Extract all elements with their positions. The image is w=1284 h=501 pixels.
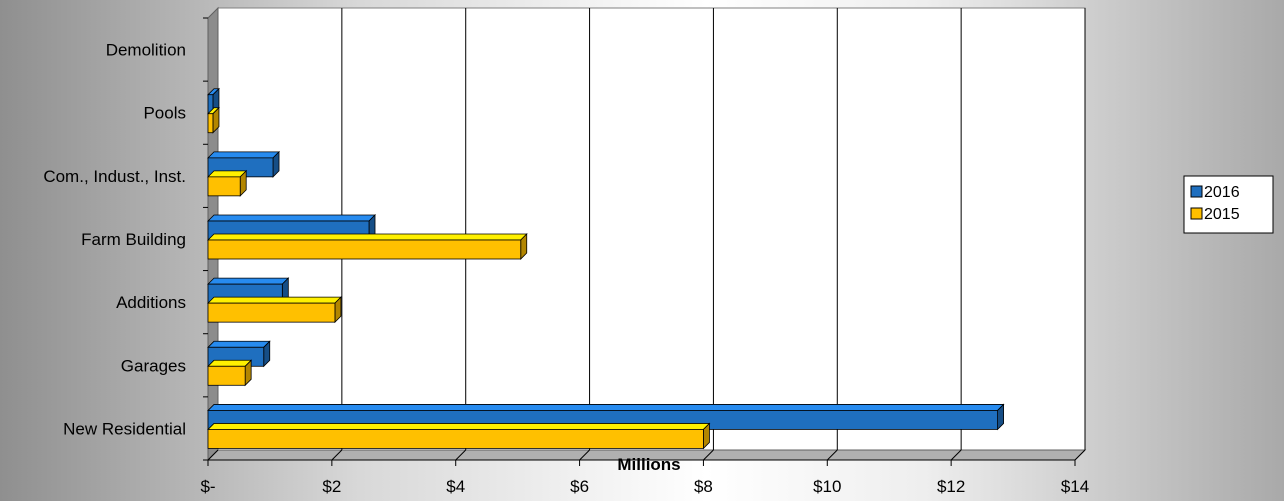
floor-gridline [331, 449, 343, 461]
bar-top-face [207, 170, 248, 178]
bar-2015-farm-building [207, 233, 528, 260]
bar-front-face [207, 365, 246, 386]
bar-2015-additions [207, 296, 342, 324]
bar-top-face [207, 277, 290, 285]
category-label: Additions [116, 293, 186, 312]
bar-top-face [207, 359, 253, 367]
floor-gridline [826, 449, 838, 461]
category-label: Demolition [106, 41, 186, 60]
floor-gridline [703, 449, 714, 461]
floor-gridline [579, 449, 590, 461]
bar-front-face [207, 176, 241, 197]
floor-gridline [455, 449, 467, 461]
category-label: Pools [143, 104, 186, 123]
bar-front-face [207, 429, 704, 449]
category-label: New Residential [63, 419, 186, 438]
x-axis-title: Millions [617, 455, 680, 474]
legend-label: 2016 [1204, 184, 1240, 201]
x-tick-label: $8 [694, 477, 713, 496]
x-tick-label: $2 [322, 477, 341, 496]
legend-swatch [1190, 207, 1203, 220]
bar-top-face [207, 233, 528, 241]
x-tick-label: $6 [570, 477, 589, 496]
bar-top-face [207, 404, 1005, 411]
x-tick-label: $14 [1061, 477, 1089, 496]
legend-label: 2015 [1204, 206, 1240, 223]
category-label: Farm Building [81, 230, 186, 249]
bar-top-face [207, 423, 711, 430]
bar-2015-com-indust-inst [207, 169, 248, 197]
bar-2015-new-residential [207, 422, 711, 450]
bars [207, 87, 1005, 450]
bar-2015-garages [207, 359, 253, 387]
floor-gridline [1074, 449, 1086, 461]
bar-front-face [207, 239, 522, 260]
bar-2015-pools [207, 106, 220, 134]
bar-top-face [207, 296, 342, 304]
bar-front-face [207, 302, 336, 323]
x-tick-label: $- [200, 477, 215, 496]
legend-swatch [1190, 185, 1203, 198]
bar-front-face [207, 113, 214, 134]
x-tick-label: $4 [446, 477, 465, 496]
category-labels: Demolition Pools Com., Indust., Inst. Farm … [43, 41, 186, 439]
bar-top-face [207, 340, 271, 348]
x-tick-label: $12 [937, 477, 965, 496]
floor-gridline [207, 449, 219, 461]
legend: 2016 2015 [1183, 175, 1274, 234]
category-label: Com., Indust., Inst. [43, 167, 186, 186]
floor-gridline [950, 449, 962, 461]
gridlines [203, 8, 1086, 466]
x-tick-label: $10 [813, 477, 841, 496]
bar-top-face [207, 214, 376, 222]
bar-top-face [207, 151, 280, 159]
x-tick-labels: $- $2 $4 $6 $8 $10 $12 $14 [200, 477, 1089, 496]
category-label: Garages [121, 356, 186, 375]
